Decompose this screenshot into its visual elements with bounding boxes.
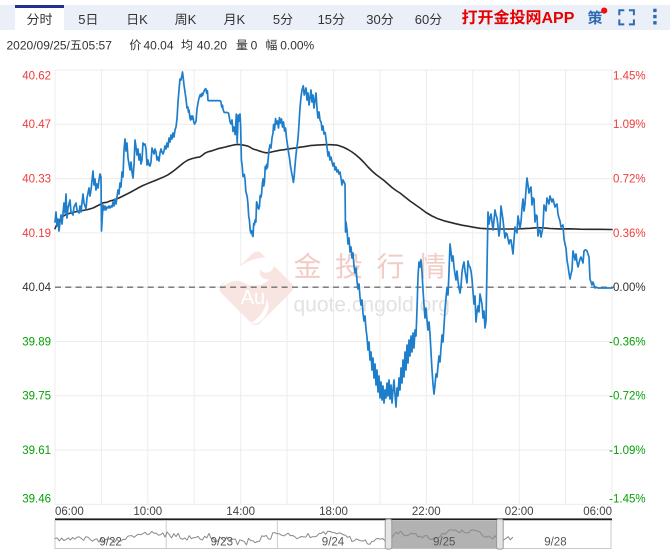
svg-text:14:00: 14:00 (226, 506, 255, 518)
svg-text:1.45%: 1.45% (613, 70, 646, 82)
svg-text:40.04: 40.04 (22, 282, 51, 294)
svg-text:60: 60 (415, 12, 429, 27)
svg-text:39.46: 39.46 (22, 494, 51, 506)
svg-text:0.00%: 0.00% (613, 282, 646, 294)
svg-text:10:00: 10:00 (133, 506, 162, 518)
svg-text:9/22: 9/22 (99, 536, 121, 548)
svg-text:-1.45%: -1.45% (609, 494, 645, 506)
svg-text:22:00: 22:00 (412, 506, 441, 518)
svg-text:40.04: 40.04 (144, 38, 174, 52)
svg-text:2020/09/25/: 2020/09/25/ (7, 38, 71, 52)
svg-text:40.33: 40.33 (22, 174, 51, 186)
svg-text:-0.36%: -0.36% (609, 336, 645, 348)
svg-text:K: K (237, 12, 246, 27)
svg-text:9/23: 9/23 (211, 536, 233, 548)
svg-text:1.09%: 1.09% (613, 119, 646, 131)
svg-text:0.36%: 0.36% (613, 228, 646, 240)
svg-text:18:00: 18:00 (319, 506, 348, 518)
svg-text:0: 0 (251, 38, 258, 52)
svg-text:quote.cngold.org: quote.cngold.org (294, 294, 450, 317)
svg-text:9/24: 9/24 (322, 536, 345, 548)
svg-text:39.75: 39.75 (22, 391, 51, 403)
svg-text:-1.09%: -1.09% (609, 445, 645, 457)
svg-text:40.20: 40.20 (197, 38, 227, 52)
svg-text:K: K (139, 12, 148, 27)
svg-text:30: 30 (366, 12, 380, 27)
svg-text:05:57: 05:57 (82, 38, 112, 52)
svg-text:Au: Au (241, 287, 265, 309)
svg-text:9/28: 9/28 (544, 536, 566, 548)
svg-text:39.89: 39.89 (22, 336, 51, 348)
svg-text:K: K (188, 12, 197, 27)
svg-text:40.19: 40.19 (22, 228, 51, 240)
svg-text:39.61: 39.61 (22, 445, 51, 457)
svg-text:02:00: 02:00 (505, 506, 534, 518)
svg-text:9/25: 9/25 (433, 536, 455, 548)
svg-text:06:00: 06:00 (583, 506, 612, 518)
svg-text:-0.72%: -0.72% (609, 391, 645, 403)
svg-text:40.47: 40.47 (22, 119, 51, 131)
svg-text:5: 5 (273, 12, 280, 27)
svg-text:40.62: 40.62 (22, 70, 51, 82)
svg-text:15: 15 (318, 12, 332, 27)
svg-text:5: 5 (78, 12, 85, 27)
svg-text:APP: APP (542, 10, 575, 27)
svg-text:0.72%: 0.72% (613, 174, 646, 186)
svg-text:06:00: 06:00 (55, 506, 84, 518)
svg-text:0.00%: 0.00% (280, 38, 314, 52)
